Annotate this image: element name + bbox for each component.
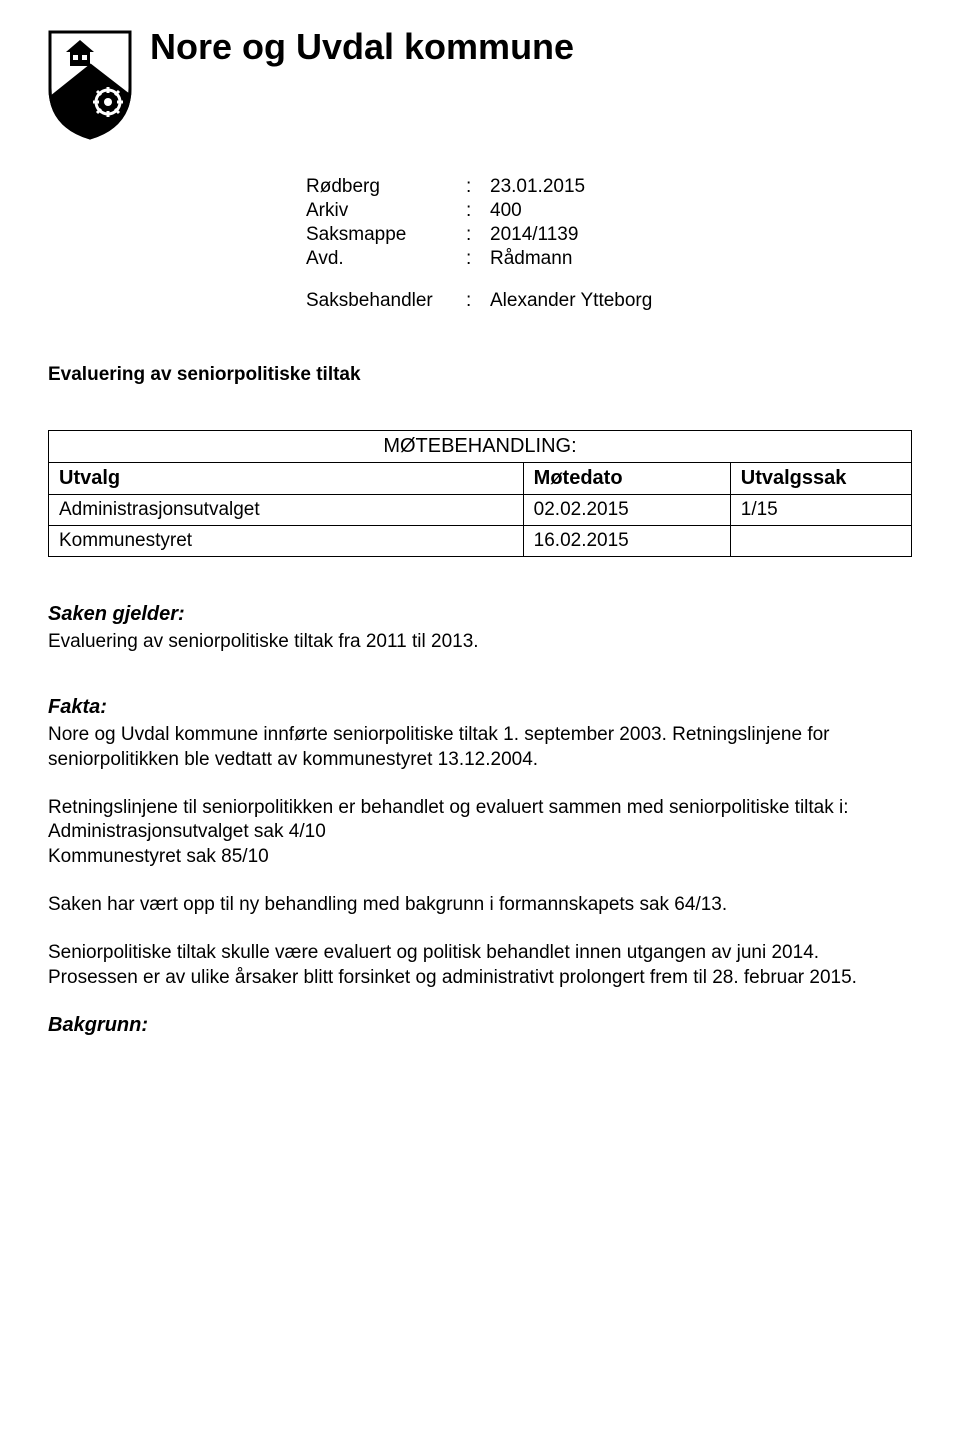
table-row: Administrasjonsutvalget 02.02.2015 1/15	[49, 495, 912, 526]
table-row: Kommunestyret 16.02.2015	[49, 526, 912, 557]
fakta-list-line: Kommunestyret sak 85/10	[48, 845, 912, 869]
meta-value: Alexander Ytteborg	[490, 290, 652, 312]
fakta-list-line: Administrasjonsutvalget sak 4/10	[48, 820, 912, 844]
fakta-p2-intro: Retningslinjene til seniorpolitikken er …	[48, 796, 912, 820]
meta-label: Saksmappe	[306, 224, 466, 246]
col-motedato: Møtedato	[523, 463, 730, 495]
col-utvalg: Utvalg	[49, 463, 524, 495]
meta-row: Saksbehandler : Alexander Ytteborg	[306, 290, 912, 312]
cell-date: 02.02.2015	[523, 495, 730, 526]
meta-row: Avd. : Rådmann	[306, 248, 912, 270]
section-heading-fakta: Fakta:	[48, 696, 912, 719]
meta-row: Rødberg : 23.01.2015	[306, 176, 912, 198]
meta-row: Arkiv : 400	[306, 200, 912, 222]
fakta-p3: Saken har vært opp til ny behandling med…	[48, 893, 912, 917]
document-meta: Rødberg : 23.01.2015 Arkiv : 400 Saksmap…	[306, 176, 912, 312]
table-header-label: MØTEBEHANDLING:	[49, 431, 912, 463]
meta-colon: :	[466, 248, 490, 270]
meta-colon: :	[466, 224, 490, 246]
cell-utvalg: Administrasjonsutvalget	[49, 495, 524, 526]
meta-label: Arkiv	[306, 200, 466, 222]
meta-value: 400	[490, 200, 522, 222]
saken-gjelder-text: Evaluering av seniorpolitiske tiltak fra…	[48, 630, 912, 654]
meta-label: Avd.	[306, 248, 466, 270]
meta-colon: :	[466, 200, 490, 222]
cell-date: 16.02.2015	[523, 526, 730, 557]
meta-colon: :	[466, 176, 490, 198]
document-header: Nore og Uvdal kommune	[48, 30, 912, 140]
meta-value: Rådmann	[490, 248, 572, 270]
fakta-p1: Nore og Uvdal kommune innførte seniorpol…	[48, 723, 912, 772]
meta-value: 2014/1139	[490, 224, 578, 246]
table-column-row: Utvalg Møtedato Utvalgssak	[49, 463, 912, 495]
meta-label: Saksbehandler	[306, 290, 466, 312]
cell-sak: 1/15	[730, 495, 911, 526]
case-title: Evaluering av seniorpolitiske tiltak	[48, 364, 912, 386]
meta-label: Rødberg	[306, 176, 466, 198]
meta-colon: :	[466, 290, 490, 312]
cell-sak	[730, 526, 911, 557]
cell-utvalg: Kommunestyret	[49, 526, 524, 557]
municipality-logo-icon	[48, 30, 132, 140]
page-title: Nore og Uvdal kommune	[150, 26, 574, 68]
col-utvalgssak: Utvalgssak	[730, 463, 911, 495]
meta-value: 23.01.2015	[490, 176, 585, 198]
fakta-p4: Seniorpolitiske tiltak skulle være evalu…	[48, 941, 912, 990]
section-heading-saken-gjelder: Saken gjelder:	[48, 603, 912, 626]
meeting-table: MØTEBEHANDLING: Utvalg Møtedato Utvalgss…	[48, 430, 912, 557]
section-heading-bakgrunn: Bakgrunn:	[48, 1014, 912, 1037]
meta-row: Saksmappe : 2014/1139	[306, 224, 912, 246]
table-header-row: MØTEBEHANDLING:	[49, 431, 912, 463]
